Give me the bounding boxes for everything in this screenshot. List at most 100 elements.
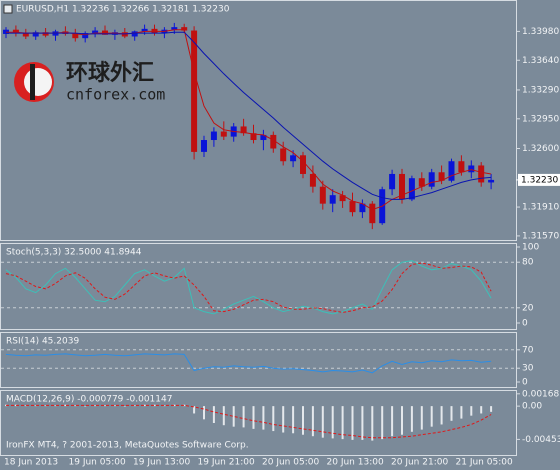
indicator-line [5, 260, 492, 315]
histogram-bar [450, 406, 453, 421]
histogram-bar [94, 405, 97, 407]
histogram-bar [193, 406, 196, 414]
candle-body [32, 32, 39, 37]
panel-frame [0, 0, 517, 241]
histogram-bar [401, 406, 403, 435]
candle-body [210, 131, 217, 141]
y-tick-label: 0.00168 [522, 389, 559, 399]
candle-body [349, 201, 356, 213]
histogram-bar [133, 405, 136, 407]
histogram-bar [440, 406, 443, 425]
y-tick-label: 0 [522, 319, 528, 329]
panel-title: MACD(12,26,9) -0.000779 -0.001147 [6, 395, 172, 405]
panel-title: Stoch(5,3,3) 32.5000 41.8944 [6, 248, 142, 258]
candle-body [270, 134, 277, 149]
x-tick-label: 20 Jun 05:00 [262, 458, 319, 468]
candle-body [408, 178, 415, 200]
candle-body [141, 28, 148, 32]
x-tick-label: 19 Jun 21:00 [198, 458, 255, 468]
histogram-bar [311, 406, 314, 437]
candle-body [488, 179, 495, 183]
candle-body [359, 203, 366, 213]
candle-body [399, 173, 405, 200]
histogram-bar [163, 405, 166, 407]
y-tick-label: 100 [522, 243, 539, 253]
histogram-bar [331, 406, 334, 439]
candle-body [300, 155, 306, 174]
candle-body [240, 126, 247, 134]
y-tick-label: 0.00 [522, 402, 542, 412]
candle-body [131, 31, 138, 37]
x-tick-label: 21 Jun 05:00 [456, 458, 513, 468]
histogram-bar [371, 406, 374, 441]
candle-body [22, 33, 29, 37]
y-tick-label: 1.32950 [522, 114, 559, 124]
histogram-bar [203, 406, 205, 420]
histogram-bar [490, 406, 493, 412]
histogram-bar [282, 406, 285, 433]
candle-body [250, 133, 257, 141]
histogram-bar [262, 406, 265, 430]
footer-text: IronFX MT4, ? 2001-2013, MetaQuotes Soft… [6, 441, 249, 451]
y-tick-label: 1.31570 [522, 231, 559, 241]
histogram-bar [252, 406, 255, 429]
histogram-bar [183, 404, 186, 407]
histogram-bar [420, 406, 423, 430]
y-tick-label: 1.33640 [522, 56, 559, 66]
histogram-bar [34, 405, 37, 407]
current-price-box [518, 173, 560, 186]
x-tick-label: 20 Jun 13:00 [327, 458, 384, 468]
histogram-bar [292, 406, 295, 434]
logo-bar [30, 64, 35, 100]
y-tick-label: 1.32600 [522, 144, 559, 154]
y-tick-label: 1.31910 [522, 203, 559, 213]
y-tick-label: 1.33980 [522, 27, 559, 37]
histogram-bar [54, 405, 57, 407]
candle-body [201, 140, 207, 152]
logo-core [24, 68, 52, 96]
indicator-line [6, 404, 492, 439]
x-tick-label: 20 Jun 21:00 [391, 458, 448, 468]
x-tick-label: 19 Jun 13:00 [133, 458, 190, 468]
histogram-bar [341, 406, 344, 440]
histogram-bar [113, 405, 116, 407]
histogram-bar [470, 406, 473, 416]
panel-frame [0, 390, 517, 456]
histogram-bar [153, 404, 156, 407]
histogram-bar [123, 406, 126, 407]
histogram-bar [24, 405, 27, 407]
histogram-bar [64, 404, 67, 407]
histogram-bar [381, 406, 384, 440]
y-tick-label: 80 [522, 258, 534, 268]
x-tick-label: 19 Jun 05:00 [69, 458, 126, 468]
candle-body [389, 173, 396, 190]
x-tick-label: 18 Jun 2013 [4, 458, 58, 468]
histogram-bar [14, 404, 17, 407]
candle-body [290, 155, 297, 162]
histogram-bar [321, 406, 324, 438]
candle-body [42, 32, 49, 36]
candle-body [260, 134, 267, 141]
histogram-bar [351, 406, 354, 440]
histogram-bar [361, 406, 364, 440]
candle-body [220, 131, 227, 137]
histogram-bar [391, 406, 394, 437]
candle-body [280, 148, 287, 162]
candle-body [171, 27, 178, 30]
y-tick-label: -0.004535 [522, 435, 560, 445]
indicator-line [5, 353, 492, 374]
histogram-bar [104, 405, 106, 407]
current-price-label: 1.32230 [521, 175, 558, 185]
symbol-icon [3, 4, 13, 14]
indicator-line [6, 29, 492, 211]
candle-body [181, 27, 188, 31]
candle-body [92, 30, 99, 34]
histogram-bar [212, 406, 215, 423]
y-tick-label: 20 [522, 303, 534, 313]
candle-body [191, 30, 198, 152]
histogram-bar [242, 406, 245, 428]
y-tick-label: 70 [522, 345, 534, 355]
panel-title: RSI(14) 45.2039 [6, 337, 79, 347]
candle-body [12, 29, 19, 34]
